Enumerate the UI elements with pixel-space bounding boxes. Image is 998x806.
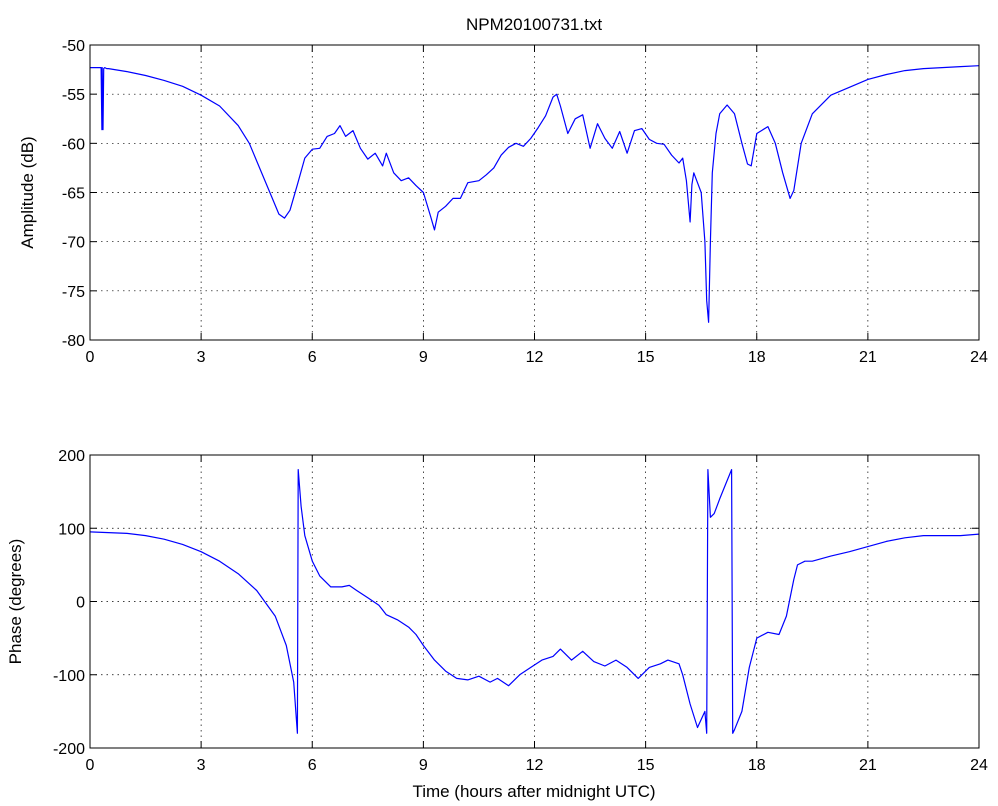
- amplitude-x-tick-label: 12: [526, 349, 544, 366]
- phase-y-tick-label: 0: [76, 595, 85, 612]
- chart-title: NPM20100731.txt: [466, 15, 602, 34]
- phase-y-tick-label: 100: [58, 521, 85, 538]
- amplitude-plot: 0 3 6 9 12 15 18 21 24 -80 -75 -70 -65 -60 -55 -50 Ampl…: [18, 38, 988, 366]
- phase-x-tick-label: 6: [308, 757, 317, 774]
- phase-x-axis-label: Time (hours after midnight UTC): [412, 782, 655, 801]
- phase-y-axis-label: Phase (degrees): [6, 539, 25, 665]
- phase-y-tick-label: -200: [53, 741, 85, 758]
- amplitude-x-tick-label: 6: [308, 349, 317, 366]
- amplitude-x-tick-label: 15: [637, 349, 655, 366]
- phase-x-tick-label: 18: [748, 757, 766, 774]
- phase-x-tick-label: 15: [637, 757, 655, 774]
- amplitude-y-tick-label: -50: [62, 38, 85, 55]
- amplitude-x-tick-label: 9: [419, 349, 428, 366]
- amplitude-y-tick-label: -70: [62, 235, 85, 252]
- phase-x-tick-label: 3: [197, 757, 206, 774]
- phase-x-tick-label: 9: [419, 757, 428, 774]
- phase-axes-box: [90, 455, 979, 748]
- amplitude-y-tick-label: -75: [62, 284, 85, 301]
- amplitude-y-tick-label: -60: [62, 136, 85, 153]
- phase-x-tick-label: 12: [526, 757, 544, 774]
- amplitude-x-tick-label: 18: [748, 349, 766, 366]
- phase-y-tick-label: 200: [58, 448, 85, 465]
- amplitude-y-axis-label: Amplitude (dB): [18, 136, 37, 248]
- amplitude-axes-box: [90, 45, 979, 340]
- amplitude-x-tick-label: 3: [197, 349, 206, 366]
- amplitude-series-line: [90, 65, 980, 323]
- amplitude-x-tick-label: 21: [859, 349, 877, 366]
- amplitude-y-tick-label: -80: [62, 333, 85, 350]
- amplitude-x-tick-label: 0: [86, 349, 95, 366]
- amplitude-x-tick-label: 24: [970, 349, 988, 366]
- amplitude-y-tick-label: -65: [62, 186, 85, 203]
- amplitude-ticks: 0 3 6 9 12 15 18 21 24 -80 -75 -70 -65 -60 -55 -50: [62, 38, 988, 366]
- phase-ticks: 0 3 6 9 12 15 18 21 24 -200 -100 0 100 200: [53, 448, 988, 774]
- phase-y-tick-label: -100: [53, 668, 85, 685]
- amplitude-y-tick-label: -55: [62, 87, 85, 104]
- phase-x-tick-label: 24: [970, 757, 988, 774]
- phase-x-tick-label: 0: [86, 757, 95, 774]
- phase-x-tick-label: 21: [859, 757, 877, 774]
- phase-plot: 0 3 6 9 12 15 18 21 24 -200 -100 0 100 200 Phase (deg…: [6, 448, 988, 801]
- phase-series-line: [89, 469, 980, 734]
